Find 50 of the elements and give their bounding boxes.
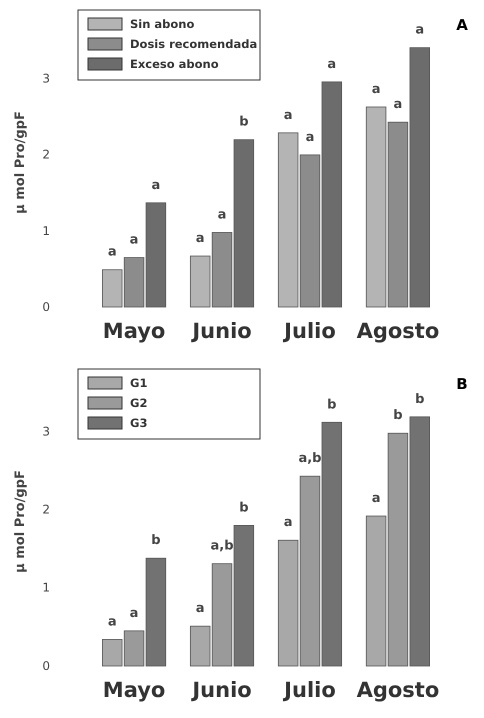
y-tick-label: 1 bbox=[42, 224, 50, 238]
data-label: a bbox=[130, 232, 138, 248]
y-tick-label: 3 bbox=[42, 72, 50, 86]
data-label: a bbox=[284, 108, 293, 123]
data-label: a bbox=[415, 22, 424, 38]
text: B bbox=[456, 375, 468, 393]
y-axis-title: μ mol Pro/gpF bbox=[13, 470, 28, 573]
x-tick-label: Agosto bbox=[356, 678, 440, 702]
y-tick-label: 2 bbox=[42, 502, 50, 517]
x-tick-label: Mayo bbox=[102, 678, 166, 702]
x-tick-label: Mayo bbox=[102, 318, 166, 343]
x-tick-label: Julio bbox=[282, 318, 336, 343]
text: A bbox=[456, 16, 468, 34]
x-tick-label: Agosto bbox=[356, 318, 440, 343]
y-tick-label: 0 bbox=[42, 300, 50, 314]
y-tick-label: 3 bbox=[42, 424, 50, 439]
data-label: b bbox=[415, 392, 424, 407]
data-label: b bbox=[327, 397, 336, 412]
legend-label: G1 bbox=[130, 376, 148, 390]
data-label: a bbox=[372, 491, 380, 506]
data-label: a,b bbox=[210, 538, 234, 554]
data-label: a bbox=[284, 515, 293, 530]
data-label: a bbox=[108, 244, 117, 260]
legend-label: G2 bbox=[130, 396, 148, 410]
data-label: b bbox=[239, 114, 249, 130]
x-tick-label: Julio bbox=[282, 678, 336, 702]
legend-label: Dosis recomendada bbox=[130, 37, 258, 52]
y-axis-title: μ mol Pro/gpF bbox=[13, 111, 28, 214]
data-label: a bbox=[108, 614, 117, 630]
data-label: a bbox=[130, 606, 138, 621]
data-label: b bbox=[151, 533, 161, 548]
data-label: b bbox=[393, 408, 403, 424]
x-tick-label: Junio bbox=[190, 678, 252, 702]
y-tick-label: 1 bbox=[42, 580, 50, 595]
data-label: a bbox=[372, 82, 380, 97]
y-tick-label: 0 bbox=[42, 658, 50, 673]
data-label: a bbox=[327, 56, 336, 72]
data-label: a bbox=[394, 97, 402, 112]
data-label: b bbox=[239, 500, 249, 516]
data-label: a,b bbox=[298, 451, 322, 466]
legend-label: G3 bbox=[130, 416, 148, 430]
y-tick-label: 2 bbox=[42, 148, 50, 162]
data-label: a bbox=[196, 231, 205, 246]
data-label: a bbox=[196, 601, 205, 616]
legend-label: Sin abono bbox=[130, 17, 194, 32]
data-label: a bbox=[306, 130, 314, 145]
x-tick-label: Junio bbox=[190, 318, 252, 343]
data-label: a bbox=[152, 178, 160, 193]
legend-label: Exceso abono bbox=[130, 57, 219, 72]
data-label: a bbox=[218, 207, 226, 222]
